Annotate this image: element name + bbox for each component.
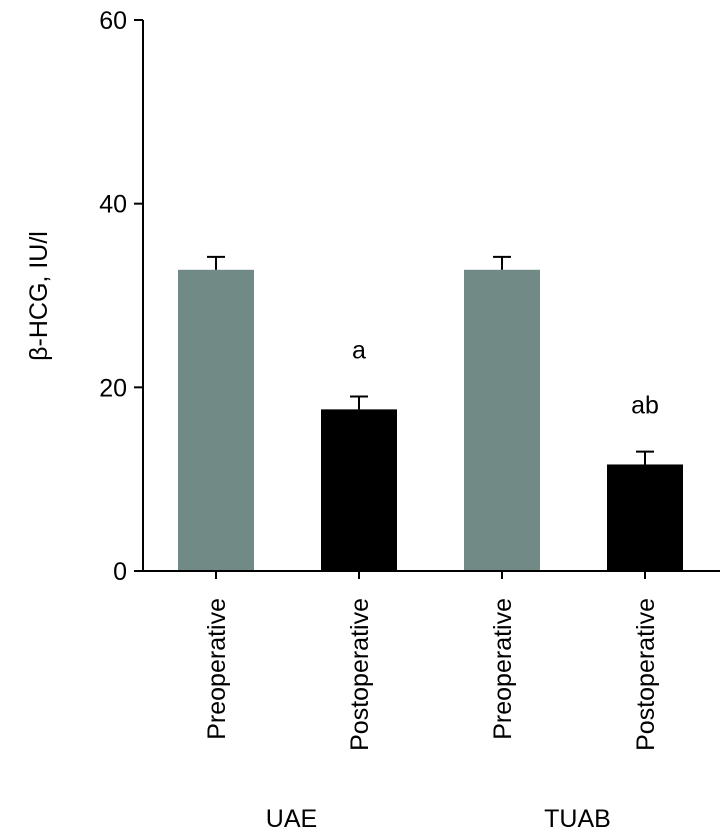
group-label: UAE (266, 805, 317, 833)
bar (607, 464, 683, 571)
bars: a ab (178, 255, 683, 571)
x-axis: Preoperative Postoperative Preoperative Pos… (143, 570, 720, 833)
category-label: Postoperative (632, 598, 660, 751)
y-axis-title: β-HCG, IU/l (25, 231, 53, 361)
category-label: Preoperative (489, 598, 517, 740)
bar (464, 269, 540, 571)
y-axis: 0 20 40 60 (99, 7, 144, 586)
significance-label: a (352, 337, 366, 365)
category-label: Preoperative (203, 598, 231, 740)
y-tick-label: 20 (99, 374, 127, 402)
y-tick-label: 40 (99, 191, 127, 219)
category-label: Postoperative (346, 598, 374, 751)
bar (178, 269, 254, 571)
bar (321, 409, 397, 571)
significance-label: ab (631, 392, 659, 420)
y-tick-label: 60 (99, 7, 127, 35)
y-tick-label: 0 (113, 558, 127, 586)
group-label: TUAB (544, 805, 611, 833)
